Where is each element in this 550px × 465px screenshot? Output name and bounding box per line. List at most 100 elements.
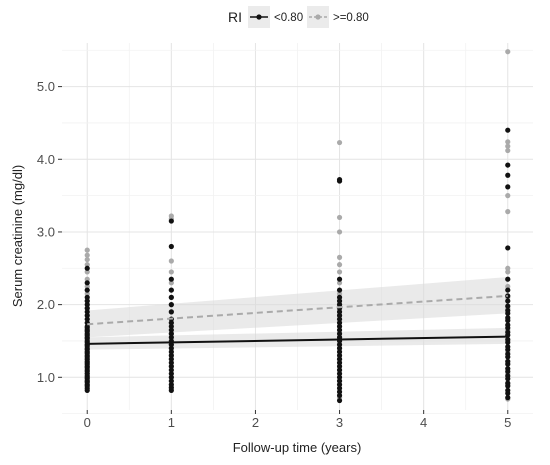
data-points	[84, 49, 511, 404]
data-point	[84, 280, 90, 286]
data-point	[336, 356, 343, 362]
x-tick-label: 4	[420, 415, 427, 430]
confidence-band-1	[87, 277, 508, 338]
y-tick-label: 4.0	[37, 152, 55, 167]
data-point	[84, 269, 90, 275]
legend-label-ge080: >=0.80	[333, 12, 369, 24]
data-point	[168, 302, 174, 308]
data-point	[168, 349, 174, 355]
data-point	[336, 385, 343, 391]
grid	[62, 43, 533, 415]
x-axis-ticks: 0 1 2 3 4 5	[84, 410, 511, 430]
data-point	[336, 327, 343, 333]
data-point	[168, 213, 174, 219]
trend-line-0	[87, 335, 508, 345]
data-point	[168, 269, 174, 275]
data-point	[168, 356, 174, 362]
data-point	[505, 287, 511, 293]
y-tick-label: 5.0	[37, 79, 55, 94]
data-point	[336, 374, 343, 380]
data-point	[168, 331, 174, 337]
data-point	[84, 252, 90, 258]
y-tick-label: 1.0	[37, 370, 55, 385]
data-point	[505, 322, 511, 328]
data-point	[505, 143, 511, 149]
data-point	[84, 291, 90, 297]
data-point	[168, 258, 174, 264]
x-tick-label: 2	[252, 415, 259, 430]
data-point	[336, 316, 343, 322]
data-point	[336, 378, 343, 384]
data-point	[168, 345, 174, 351]
legend-title: RI	[228, 9, 242, 25]
trend-line-1	[87, 294, 508, 326]
data-point	[505, 276, 511, 282]
data-point	[336, 323, 343, 330]
data-point	[505, 245, 511, 251]
x-tick-label: 3	[336, 415, 343, 430]
data-point	[505, 298, 511, 304]
data-point	[505, 358, 511, 364]
data-point	[336, 331, 343, 337]
data-point	[505, 147, 511, 154]
data-point	[168, 243, 174, 250]
legend-key-lt080	[248, 6, 270, 28]
data-point	[84, 305, 90, 311]
data-point	[168, 276, 174, 282]
data-point	[168, 287, 174, 293]
data-point	[84, 262, 90, 268]
data-point	[505, 269, 511, 275]
data-point	[505, 307, 511, 314]
data-point	[505, 315, 511, 321]
y-axis-label: Serum creatinine (mg/dl)	[10, 165, 25, 307]
data-point	[168, 360, 174, 366]
data-point	[505, 283, 511, 290]
data-point	[84, 302, 90, 308]
data-point	[84, 265, 90, 271]
data-point	[336, 392, 343, 399]
data-point	[84, 298, 90, 304]
x-axis-label: Follow-up time (years)	[233, 440, 362, 455]
data-point	[168, 378, 174, 384]
data-point	[505, 336, 511, 343]
data-point	[505, 351, 511, 357]
data-point	[168, 334, 174, 340]
y-tick-label: 3.0	[37, 224, 55, 239]
trend-lines	[87, 294, 508, 345]
x-tick-label: 0	[84, 415, 91, 430]
data-point	[84, 276, 90, 282]
data-point	[505, 329, 511, 335]
data-point	[336, 262, 343, 268]
data-point	[168, 309, 174, 315]
data-point	[336, 360, 343, 366]
data-point	[84, 294, 90, 300]
legend-key-ge080	[307, 6, 329, 28]
data-point	[336, 294, 343, 300]
x-tick-label: 1	[168, 415, 175, 430]
data-point	[505, 49, 511, 55]
data-point	[168, 218, 174, 224]
data-point	[336, 280, 343, 286]
data-point	[336, 302, 343, 308]
data-point	[336, 177, 343, 183]
data-point	[168, 327, 174, 333]
data-point	[505, 184, 511, 190]
data-point	[505, 127, 511, 133]
legend-label-lt080: <0.80	[274, 12, 303, 24]
data-point	[505, 387, 511, 393]
data-point	[336, 381, 343, 388]
data-point	[336, 254, 343, 260]
data-point	[505, 373, 511, 379]
data-point	[168, 371, 174, 377]
data-point	[505, 293, 511, 299]
data-point	[168, 363, 174, 369]
data-point	[336, 352, 343, 359]
data-point	[336, 367, 343, 373]
data-point	[336, 345, 343, 351]
data-point	[336, 229, 343, 235]
data-point	[505, 193, 511, 199]
data-point	[505, 139, 511, 145]
data-point	[336, 214, 343, 221]
data-point	[336, 312, 343, 319]
